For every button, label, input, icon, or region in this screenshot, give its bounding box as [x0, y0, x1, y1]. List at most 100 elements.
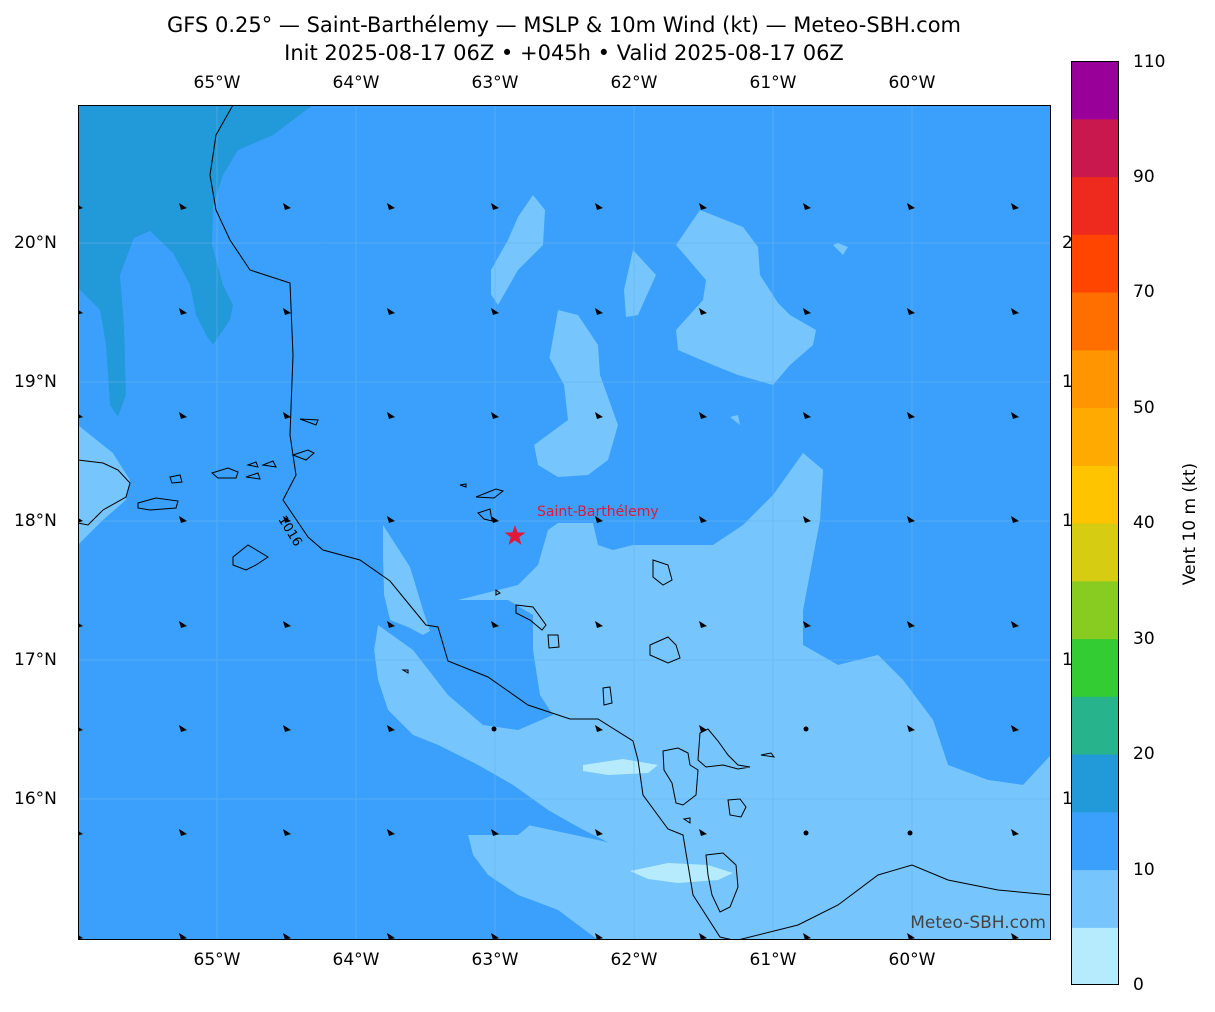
bottom-lon-label: 61°W	[749, 950, 797, 970]
wind-barb	[387, 725, 395, 732]
colorbar-label: Vent 10 m (kt)	[1180, 462, 1200, 586]
wind-barb	[699, 308, 707, 315]
wind-barb	[387, 203, 395, 210]
colorbar-band	[1071, 696, 1119, 755]
colorbar-band	[1071, 465, 1119, 524]
colorbar-tick: 110	[1133, 52, 1166, 72]
wind-barb	[595, 516, 603, 523]
bottom-lon-label: 63°W	[471, 950, 519, 970]
bottom-lon-label: 62°W	[610, 950, 658, 970]
wind-barb	[1011, 621, 1019, 628]
bottom-lon-label: 64°W	[332, 950, 380, 970]
colorbar-tick: 50	[1133, 398, 1155, 418]
wind-barb	[179, 203, 187, 210]
colorbar-band	[1071, 638, 1119, 697]
top-lon-label: 60°W	[888, 73, 936, 93]
wind-barb	[491, 412, 499, 419]
colorbar-band	[1071, 292, 1119, 351]
lat-label: 17°N	[14, 650, 57, 670]
colorbar-band	[1071, 234, 1119, 293]
coastlines	[78, 418, 776, 913]
wind-barbs	[78, 203, 1019, 940]
wind-barb	[78, 517, 83, 523]
colorbar-tick: 40	[1133, 513, 1155, 533]
wind-barb	[491, 933, 499, 940]
wind-barb	[699, 829, 707, 836]
colorbar-band	[1071, 580, 1119, 640]
wind-zone-10-15kt	[78, 225, 598, 940]
wind-barb	[803, 830, 809, 836]
colorbar-band	[1071, 754, 1119, 813]
wind-barb	[491, 829, 499, 836]
right-lat-label: 1	[1062, 789, 1073, 809]
wind-barb	[283, 203, 291, 210]
wind-barb	[387, 621, 395, 628]
colorbar-band	[1071, 349, 1119, 409]
wind-barb	[78, 309, 83, 315]
wind-barb	[1011, 412, 1019, 419]
colorbar-tick: 0	[1133, 975, 1144, 995]
wind-zone-15-20kt	[78, 105, 313, 417]
wind-barb	[699, 621, 707, 628]
wind-barb	[283, 516, 291, 523]
right-lat-label: 1	[1062, 511, 1073, 531]
wind-barb	[595, 203, 603, 210]
wind-barb	[1011, 308, 1019, 315]
wind-barb	[595, 725, 603, 732]
wind-barb	[387, 516, 395, 523]
wind-barb	[803, 203, 811, 210]
colorbar-band	[1071, 523, 1119, 582]
top-lon-label: 61°W	[749, 73, 797, 93]
saint-barthelemy-marker[interactable]: Saint-Barthélemy	[504, 504, 659, 545]
top-lon-label: 62°W	[610, 73, 658, 93]
top-lon-label: 63°W	[471, 73, 519, 93]
wind-barb	[283, 621, 291, 628]
wind-barb	[387, 308, 395, 315]
colorbar-band	[1071, 176, 1119, 235]
wind-barb	[699, 203, 707, 210]
wind-barb	[907, 203, 915, 210]
map-title: GFS 0.25° — Saint-Barthélemy — MSLP & 10…	[166, 13, 962, 37]
wind-zone-5-10kt	[78, 195, 1051, 940]
wind-zone-5-10kt-south	[468, 825, 638, 940]
wind-barb	[595, 308, 603, 315]
wind-barb	[699, 725, 707, 732]
wind-barb	[491, 726, 497, 732]
wind-barb	[1011, 829, 1019, 836]
wind-barb	[283, 725, 291, 732]
wind-barb	[907, 412, 915, 419]
wind-barb	[803, 516, 811, 523]
wind-barb	[595, 412, 603, 419]
wind-barb	[491, 516, 499, 523]
colorbar-tick: 30	[1133, 629, 1155, 649]
wind-barb	[179, 308, 187, 315]
wind-barb	[491, 203, 499, 210]
wind-barb	[179, 412, 187, 419]
colorbar-band	[1071, 927, 1119, 986]
wind-barb	[78, 726, 83, 732]
wind-barb	[179, 829, 187, 836]
colorbar-tick: 70	[1133, 282, 1155, 302]
colorbar-band	[1071, 118, 1119, 178]
lat-label: 20°N	[14, 233, 57, 253]
map-subtitle: Init 2025-08-17 06Z • +045h • Valid 2025…	[284, 41, 844, 65]
right-lat-label: 1	[1062, 650, 1073, 670]
wind-barb	[179, 621, 187, 628]
wind-barb	[907, 621, 915, 628]
wind-barb	[907, 830, 913, 836]
colorbar-band	[1071, 811, 1119, 871]
wind-barb	[907, 933, 915, 940]
wind-barb	[179, 516, 187, 523]
watermark: Meteo-SBH.com	[910, 913, 1046, 933]
wind-barb	[283, 829, 291, 836]
colorbar-tick: 90	[1133, 167, 1155, 187]
wind-barb	[78, 934, 83, 940]
wind-barb	[803, 933, 811, 940]
wind-barb	[803, 621, 811, 628]
wind-barb	[595, 933, 603, 940]
wind-barb	[387, 829, 395, 836]
wind-barb	[1011, 725, 1019, 732]
wind-map[interactable]: 1016 Saint-Barthélemy Meteo-SBH.com	[78, 105, 1051, 940]
wind-barb	[1011, 933, 1019, 940]
colorbar-band	[1071, 61, 1119, 120]
